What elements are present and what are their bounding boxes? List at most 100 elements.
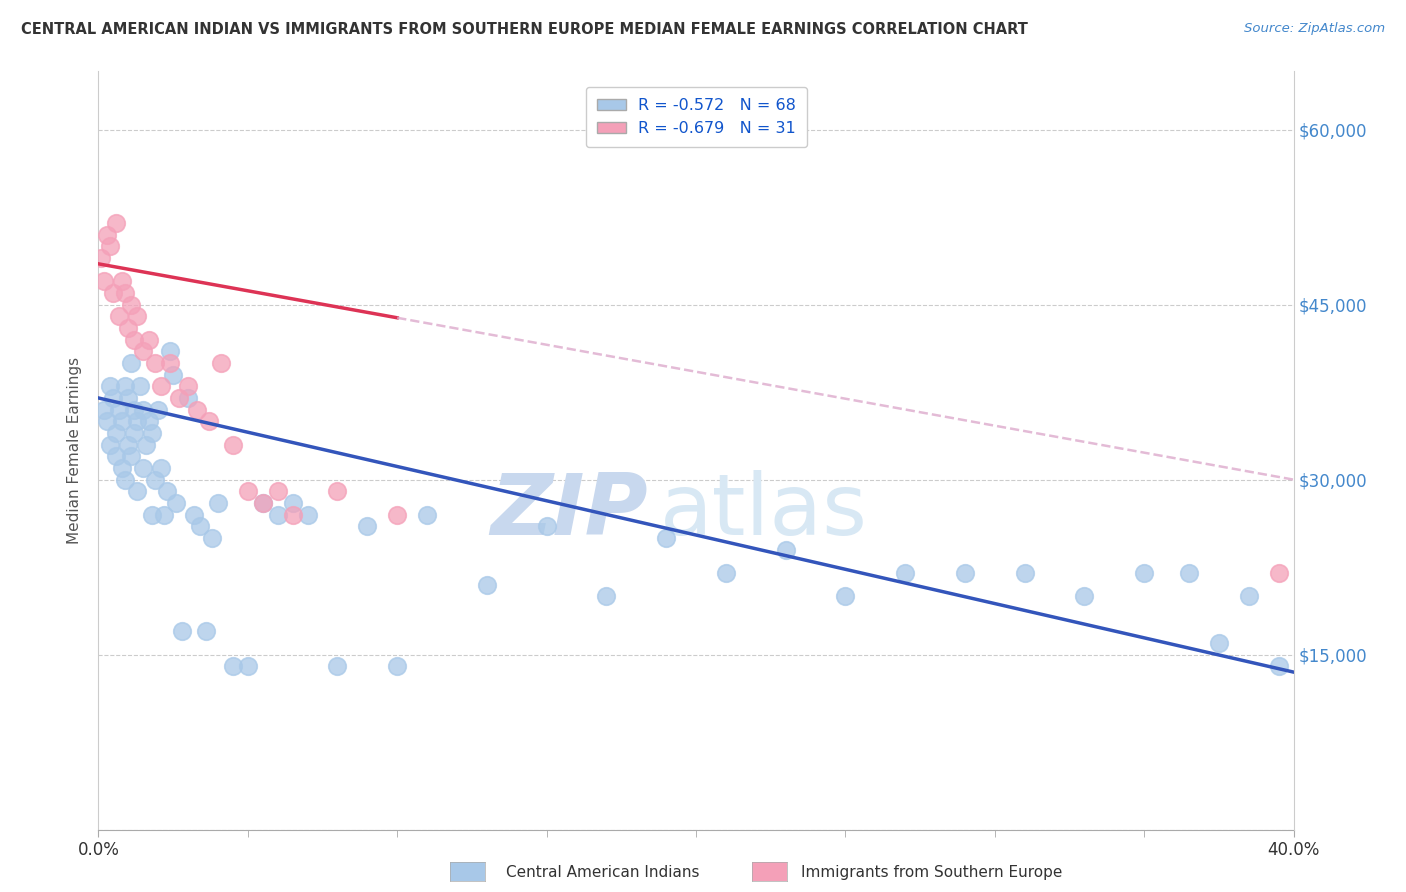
Point [188, 519, 211, 533]
Point [177, 379, 200, 393]
Point [167, 391, 190, 405]
Point [894, 566, 917, 580]
Point [108, 310, 131, 324]
Point [177, 391, 200, 405]
Text: atlas: atlas [661, 469, 868, 553]
Point [105, 425, 128, 440]
Point [195, 624, 218, 639]
Point [141, 508, 163, 522]
Point [595, 589, 617, 603]
Point [655, 531, 678, 545]
Point [953, 566, 976, 580]
Point [236, 659, 259, 673]
Text: CENTRAL AMERICAN INDIAN VS IMMIGRANTS FROM SOUTHERN EUROPE MEDIAN FEMALE EARNING: CENTRAL AMERICAN INDIAN VS IMMIGRANTS FR… [21, 22, 1028, 37]
Point [1237, 589, 1260, 603]
Point [105, 450, 128, 464]
Point [714, 566, 737, 580]
Point [385, 508, 409, 522]
Point [103, 285, 125, 300]
Point [117, 391, 139, 405]
Point [198, 414, 221, 428]
Point [129, 379, 152, 393]
Point [1073, 589, 1095, 603]
Point [135, 437, 157, 451]
Point [236, 484, 259, 499]
Point [172, 624, 194, 639]
Point [148, 402, 170, 417]
Point [416, 508, 439, 522]
Point [93, 274, 115, 288]
Point [326, 659, 349, 673]
Point [98, 437, 122, 451]
Text: ZIP: ZIP [491, 469, 648, 553]
Point [297, 508, 319, 522]
Point [1133, 566, 1156, 580]
Point [162, 368, 184, 382]
Point [143, 473, 166, 487]
Point [156, 484, 179, 499]
Point [132, 461, 155, 475]
Point [281, 496, 304, 510]
Point [159, 344, 181, 359]
Point [98, 239, 122, 253]
Point [1208, 636, 1230, 650]
Point [132, 344, 155, 359]
Point [475, 577, 498, 591]
Point [117, 437, 139, 451]
Point [138, 414, 160, 428]
Point [108, 402, 131, 417]
Point [103, 391, 125, 405]
Point [98, 379, 122, 393]
Point [165, 496, 187, 510]
Point [1267, 659, 1289, 673]
Point [111, 461, 134, 475]
Point [536, 519, 558, 533]
Point [153, 508, 176, 522]
Point [159, 356, 181, 370]
Point [183, 508, 205, 522]
Point [117, 321, 139, 335]
Point [222, 437, 245, 451]
Point [222, 659, 245, 673]
Text: Central American Indians: Central American Indians [506, 865, 700, 880]
Point [775, 542, 797, 557]
Point [326, 484, 349, 499]
Point [111, 414, 134, 428]
Point [1267, 566, 1289, 580]
Point [138, 333, 160, 347]
Legend: R = -0.572   N = 68, R = -0.679   N = 31: R = -0.572 N = 68, R = -0.679 N = 31 [586, 87, 807, 147]
Point [186, 402, 208, 417]
Point [111, 274, 134, 288]
Point [1014, 566, 1036, 580]
Point [201, 531, 224, 545]
Point [207, 496, 229, 510]
Point [132, 402, 155, 417]
Point [105, 216, 128, 230]
Point [150, 461, 173, 475]
Point [281, 508, 304, 522]
Point [385, 659, 409, 673]
Point [150, 379, 173, 393]
Point [209, 356, 232, 370]
Point [127, 484, 149, 499]
Point [252, 496, 274, 510]
Point [114, 285, 136, 300]
Point [252, 496, 274, 510]
Point [267, 484, 290, 499]
Text: Source: ZipAtlas.com: Source: ZipAtlas.com [1244, 22, 1385, 36]
Point [124, 425, 146, 440]
Point [267, 508, 290, 522]
Y-axis label: Median Female Earnings: Median Female Earnings [67, 357, 83, 544]
Point [834, 589, 856, 603]
Point [120, 356, 142, 370]
Point [120, 450, 142, 464]
Point [356, 519, 378, 533]
Point [124, 333, 146, 347]
Point [1178, 566, 1201, 580]
Point [141, 425, 163, 440]
Point [114, 473, 136, 487]
Point [96, 227, 118, 242]
Point [127, 414, 149, 428]
Point [96, 414, 118, 428]
Point [143, 356, 166, 370]
